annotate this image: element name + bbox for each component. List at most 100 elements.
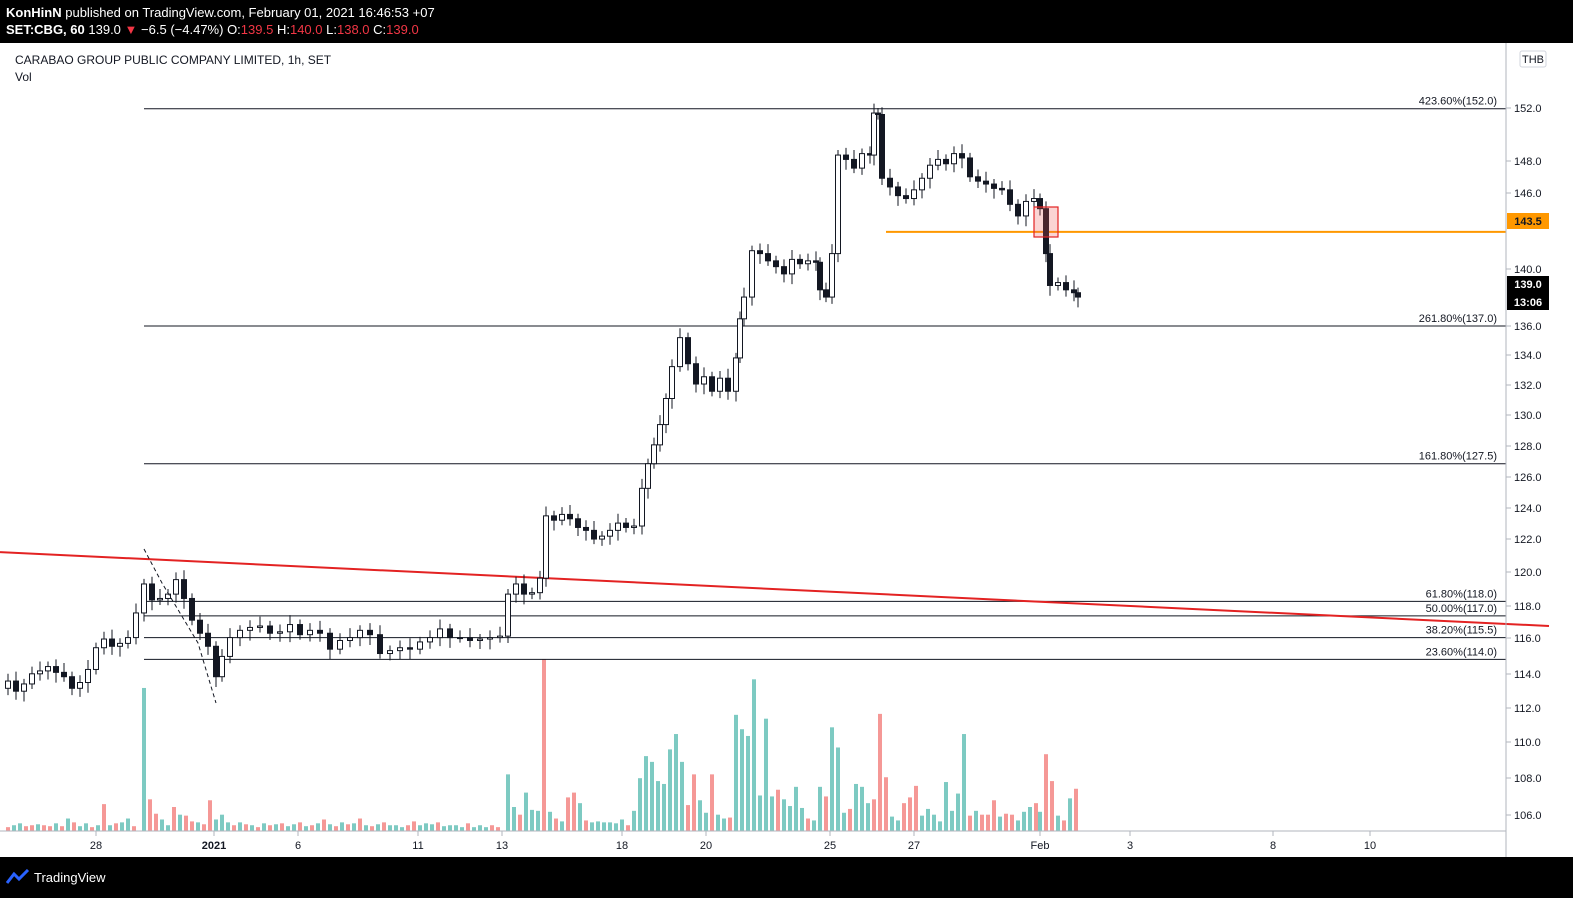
- candle-body: [487, 637, 493, 640]
- candle-body: [287, 624, 293, 633]
- volume-bar: [932, 814, 936, 831]
- volume-bar: [96, 825, 100, 831]
- candle-body: [935, 158, 941, 166]
- volume-bar: [30, 825, 34, 831]
- last-price: 139.0: [88, 22, 121, 37]
- volume-bar: [914, 785, 918, 831]
- volume-bar: [376, 824, 380, 831]
- volume-bar: [370, 826, 374, 831]
- candle-body: [407, 647, 413, 650]
- volume-bar: [554, 818, 558, 831]
- candle-body: [895, 186, 901, 197]
- candle-body: [277, 631, 283, 634]
- volume-bar: [400, 827, 404, 831]
- volume-bar: [388, 825, 392, 831]
- dashed-fib-anchor[interactable]: [143, 548, 217, 704]
- candle-body: [37, 670, 43, 675]
- trendline[interactable]: [0, 551, 1550, 627]
- volume-bar: [286, 826, 290, 831]
- last-price-text: 139.0: [1514, 279, 1542, 291]
- volume-bar: [578, 803, 582, 831]
- volume-bar: [352, 823, 356, 831]
- x-tick-label: 20: [700, 840, 712, 852]
- y-tick-label: 146.0: [1514, 188, 1542, 200]
- footer-brand[interactable]: TradingView: [34, 870, 106, 885]
- low-label: L:: [326, 22, 337, 37]
- candle-body: [367, 629, 373, 636]
- volume-bar: [232, 825, 236, 831]
- volume-bar: [460, 827, 464, 831]
- price-axis[interactable]: 152.0 148.0 146.0 140.0 136.0 134.0 132.0 130.0…: [1506, 103, 1542, 822]
- candle-body: [607, 529, 613, 537]
- candle-body: [903, 195, 909, 200]
- volume-bar: [316, 823, 320, 831]
- volume-bar: [160, 819, 164, 831]
- volume-bar: [998, 816, 1002, 831]
- y-tick-label: 114.0: [1514, 669, 1541, 681]
- volume-bar: [968, 815, 972, 831]
- candle-body: [267, 625, 273, 634]
- volume-bar: [274, 824, 278, 831]
- candle-body: [685, 337, 691, 365]
- volume-bar: [250, 825, 254, 831]
- volume-bar: [848, 808, 852, 831]
- candle-body: [1075, 292, 1081, 298]
- x-tick-label: 10: [1364, 840, 1376, 852]
- y-tick-label: 134.0: [1514, 350, 1542, 362]
- legend-title[interactable]: CARABAO GROUP PUBLIC COMPANY LIMITED, 1h…: [15, 53, 332, 67]
- currency-label: THB: [1522, 54, 1544, 66]
- publish-header: KonHinN published on TradingView.com, Fe…: [0, 0, 1573, 43]
- candle-body: [53, 666, 59, 673]
- volume-bars: [6, 659, 1078, 831]
- candle-body: [717, 377, 723, 392]
- time-axis[interactable]: 28 2021 6 11 13 18 20 25 27 Feb 3 8 10: [90, 831, 1376, 852]
- candle-body: [109, 638, 115, 647]
- y-tick-label: 124.0: [1514, 503, 1542, 515]
- volume-bar: [334, 826, 338, 831]
- x-tick-label: 25: [824, 840, 836, 852]
- y-tick-label: 116.0: [1514, 633, 1541, 645]
- candle-body: [871, 112, 877, 156]
- volume-bar: [214, 819, 218, 831]
- volume-bar: [172, 807, 176, 831]
- candle-body: [521, 583, 527, 595]
- volume-bar: [406, 825, 410, 831]
- y-tick-label: 136.0: [1514, 321, 1542, 333]
- high-label: H:: [276, 22, 290, 37]
- volume-bar: [716, 814, 720, 831]
- candle-body: [205, 632, 211, 647]
- candle-body: [551, 515, 557, 521]
- candle-body: [85, 668, 91, 684]
- y-tick-label: 128.0: [1514, 441, 1542, 453]
- y-tick-label: 140.0: [1514, 264, 1542, 276]
- candle-body: [497, 635, 503, 639]
- candle-body: [975, 176, 981, 182]
- volume-bar: [926, 808, 930, 831]
- volume-bar: [496, 827, 500, 831]
- volume-bar: [542, 659, 546, 831]
- candle-body: [141, 583, 147, 614]
- candle-body: [219, 655, 225, 678]
- tradingview-logo-icon[interactable]: [6, 869, 30, 885]
- volume-bar: [698, 800, 702, 831]
- candle-body: [45, 666, 51, 672]
- legend-volume[interactable]: Vol: [15, 70, 32, 84]
- volume-bar: [842, 812, 846, 831]
- candle-body: [125, 637, 131, 644]
- volume-bar: [6, 827, 10, 831]
- candle-body: [911, 189, 917, 200]
- y-tick-label: 122.0: [1514, 534, 1542, 546]
- highlight-box[interactable]: [1033, 206, 1059, 238]
- candle-body: [639, 487, 645, 527]
- volume-bar: [292, 824, 296, 831]
- volume-bar: [102, 804, 106, 831]
- published-text: published on TradingView.com, February 0…: [65, 5, 435, 20]
- candle-body: [173, 579, 179, 595]
- price-chart[interactable]: 423.60%(152.0) 261.80%(137.0) 161.80%(127.…: [0, 43, 1573, 857]
- candle-body: [133, 612, 139, 639]
- publisher-name[interactable]: KonHinN: [6, 5, 62, 20]
- fib-label-1: 261.80%(137.0): [1419, 313, 1497, 325]
- volume-bar: [36, 824, 40, 831]
- candle-body: [513, 583, 519, 595]
- volume-bar: [710, 774, 714, 831]
